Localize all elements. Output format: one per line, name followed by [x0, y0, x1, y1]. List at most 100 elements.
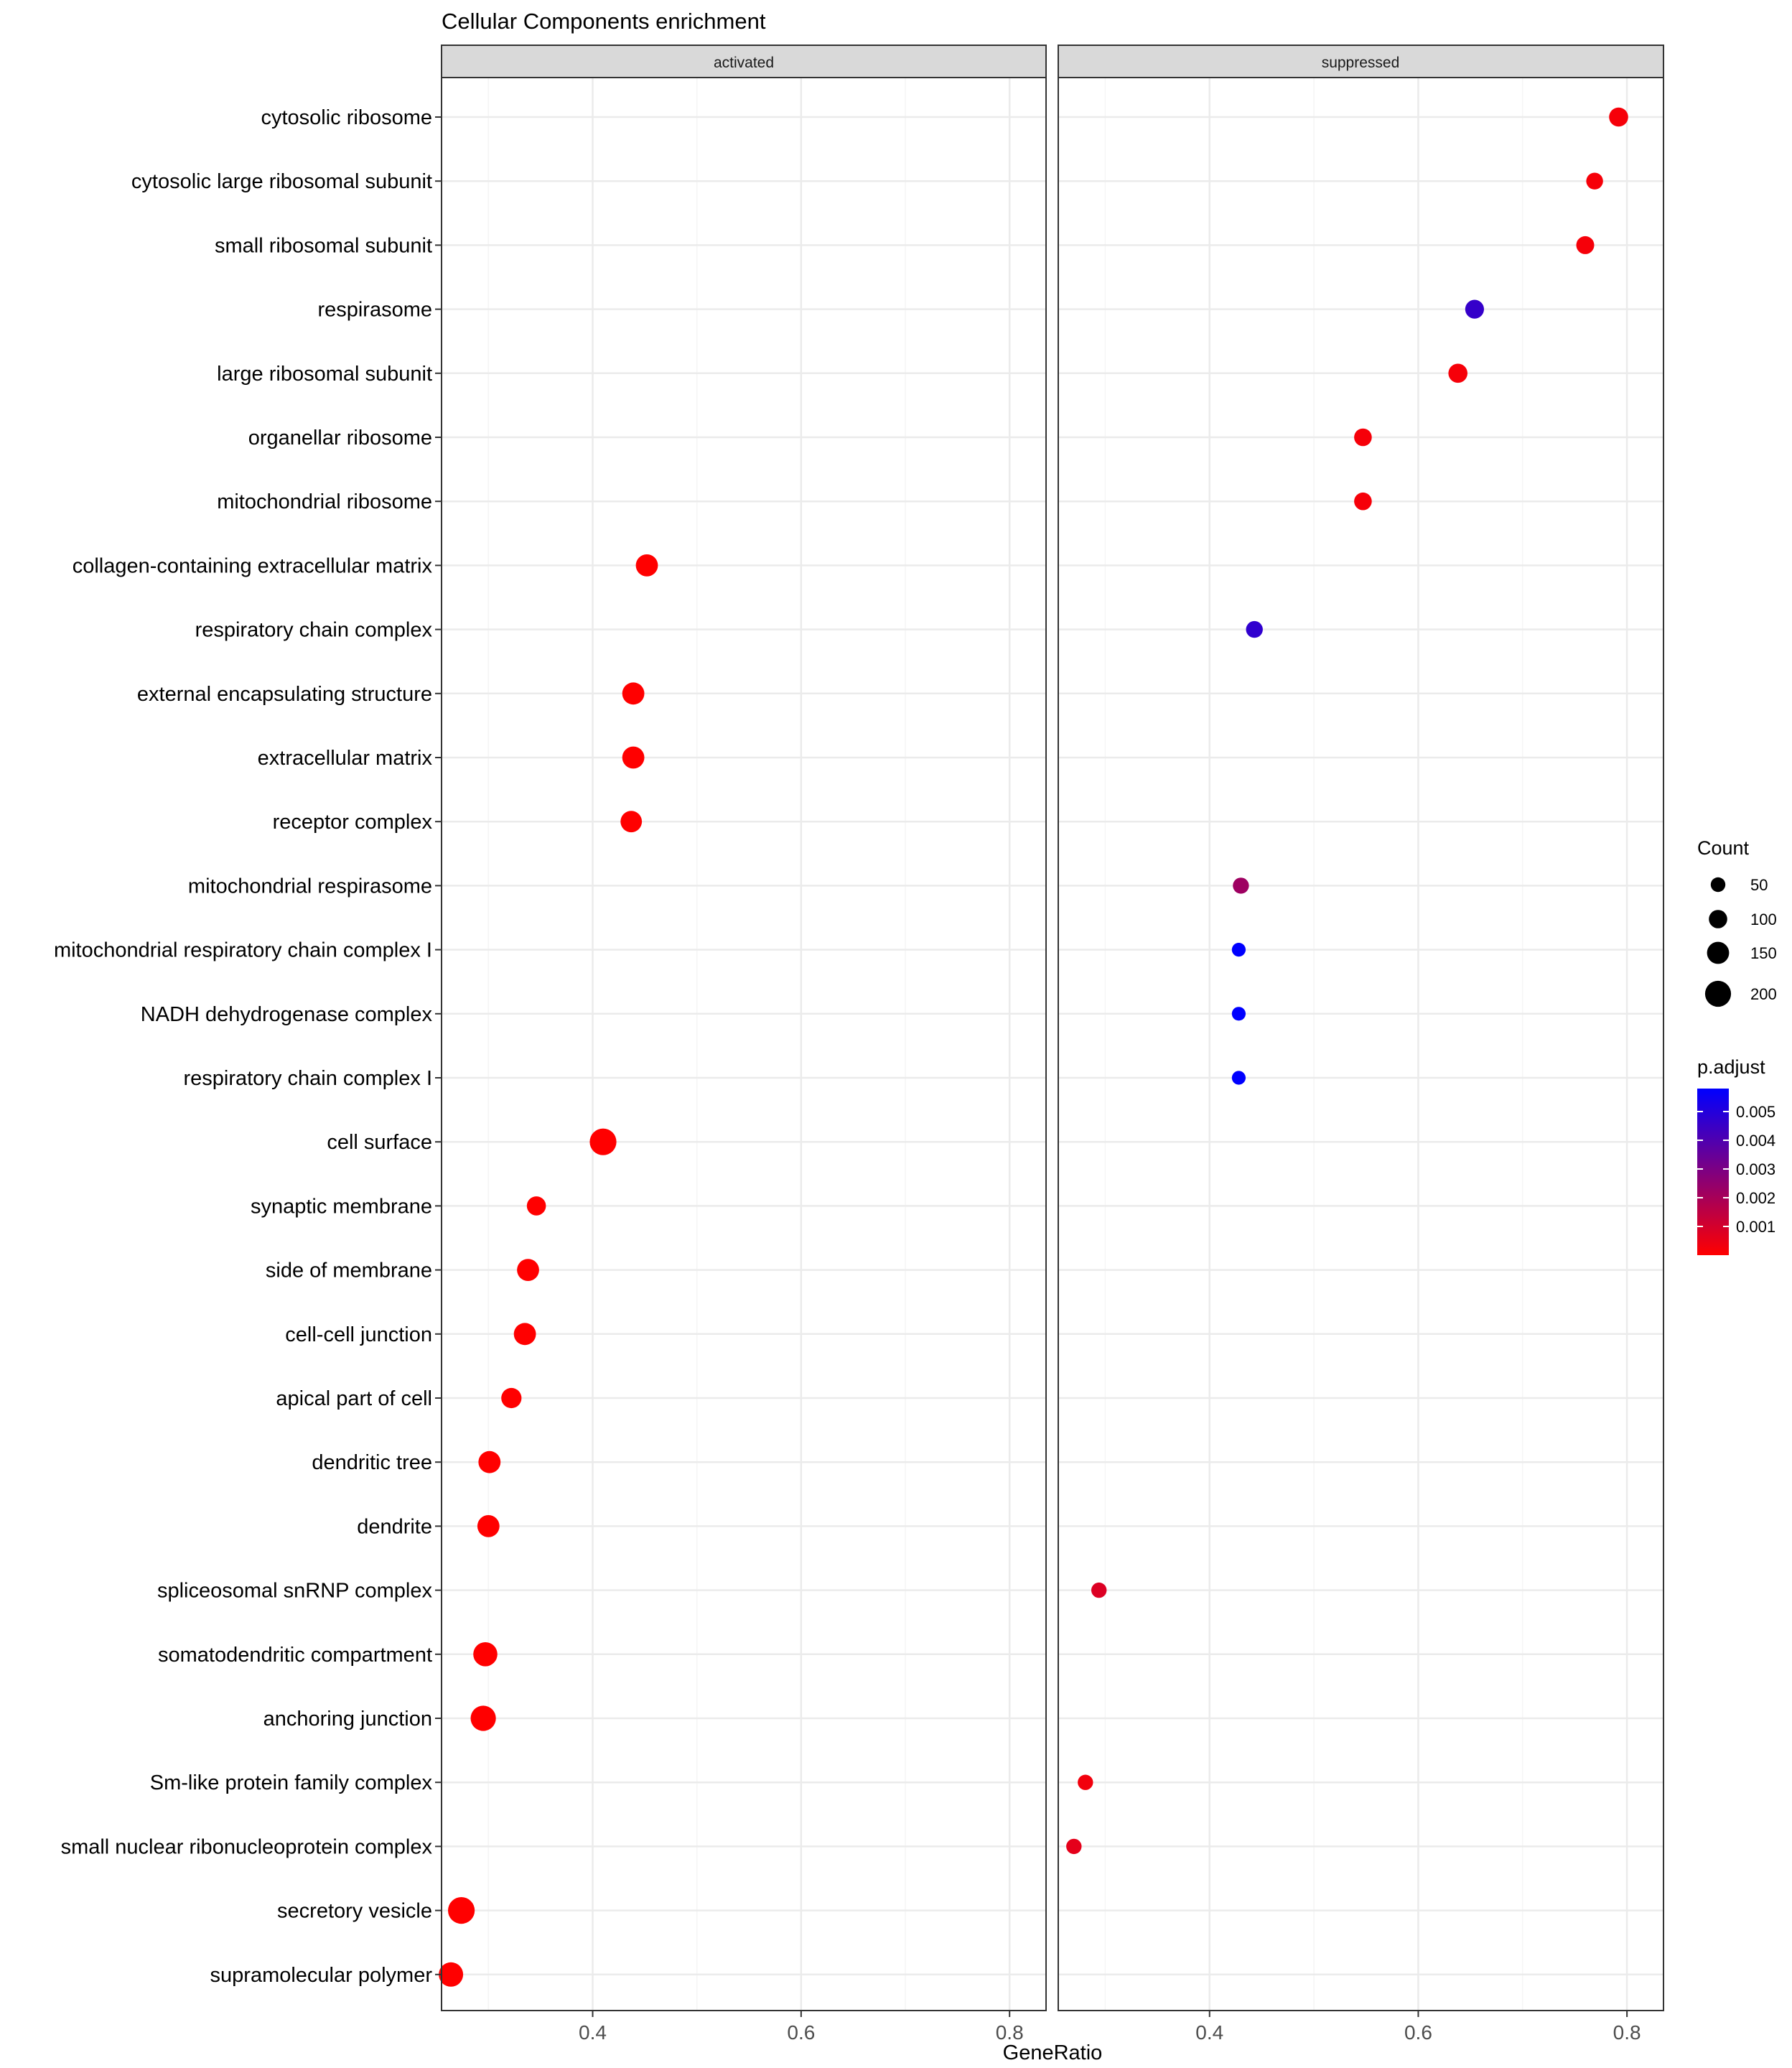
colorbar-label: 0.003: [1736, 1160, 1775, 1178]
y-tick-label: apical part of cell: [276, 1387, 432, 1410]
facet-panel-suppressed: suppressed 0.4 0.6 0.8: [1058, 45, 1664, 2044]
y-tick-label: mitochondrial respiratory chain complex …: [54, 939, 432, 962]
dot-suppressed: [1091, 1582, 1107, 1598]
dot-activated: [517, 1259, 539, 1281]
legend-count-key: [1710, 877, 1726, 893]
y-tick-label: respiratory chain complex: [195, 619, 433, 642]
x-tick-label: 0.6: [787, 2021, 815, 2044]
legend-count-label: 50: [1750, 876, 1768, 894]
legend-count-key: [1709, 910, 1727, 928]
dot-suppressed: [1354, 428, 1372, 447]
dot-activated: [526, 1196, 546, 1216]
dot-suppressed: [1231, 1007, 1246, 1021]
colorbar-label: 0.005: [1736, 1103, 1775, 1121]
points-activated: [439, 554, 658, 1987]
y-axis: cytosolic ribosome cytosolic large riboso…: [54, 106, 442, 1987]
y-tick-label: small nuclear ribonucleoprotein complex: [61, 1835, 433, 1858]
dot-activated: [477, 1515, 500, 1537]
y-tick-label: collagen-containing extracellular matrix: [73, 554, 433, 577]
dot-activated: [635, 554, 658, 577]
legend-count-key: [1704, 980, 1732, 1007]
y-tick-label: mitochondrial respirasome: [188, 875, 432, 898]
facet-strip-activated: [441, 45, 1047, 78]
y-tick-label: Sm-like protein family complex: [150, 1771, 433, 1794]
grid-suppressed: [1058, 78, 1663, 2011]
dot-suppressed: [1066, 1838, 1082, 1855]
dot-suppressed: [1231, 1071, 1246, 1085]
y-tick-label: respiratory chain complex I: [183, 1067, 432, 1090]
legend-count-label: 100: [1750, 910, 1777, 928]
colorbar-label: 0.001: [1736, 1218, 1775, 1236]
legend-count-key: [1707, 941, 1730, 964]
y-tick-label: external encapsulating structure: [137, 683, 432, 706]
y-tick-label: receptor complex: [273, 811, 433, 834]
y-tick-label: side of membrane: [266, 1259, 432, 1282]
y-tick-label: secretory vesicle: [277, 1900, 432, 1923]
legend-count-title: Count: [1697, 837, 1750, 859]
x-tick-label: 0.6: [1404, 2021, 1432, 2044]
y-tick-label: large ribosomal subunit: [217, 363, 432, 386]
chart-title: Cellular Components enrichment: [442, 9, 766, 34]
colorbar-label: 0.002: [1736, 1189, 1775, 1207]
x-tick-label: 0.4: [579, 2021, 607, 2044]
dot-suppressed: [1246, 620, 1263, 638]
dot-suppressed: [1448, 363, 1467, 383]
x-ticks-suppressed: 0.4 0.6 0.8: [1195, 2011, 1641, 2044]
dot-activated: [513, 1323, 536, 1346]
legend-count-label: 200: [1750, 985, 1777, 1003]
legend-p-adjust-title: p.adjust: [1697, 1056, 1765, 1078]
dot-suppressed: [1586, 172, 1603, 190]
x-tick-label: 0.8: [1613, 2021, 1641, 2044]
dot-suppressed: [1576, 236, 1595, 254]
y-tick-label: dendritic tree: [312, 1451, 432, 1474]
y-tick-label: spliceosomal snRNP complex: [157, 1580, 433, 1603]
y-tick-label: supramolecular polymer: [210, 1964, 433, 1987]
y-tick-label: dendrite: [357, 1515, 432, 1538]
dot-activated: [620, 811, 643, 833]
facet-label-activated: activated: [714, 55, 774, 71]
dot-activated: [478, 1450, 501, 1473]
y-tick-label: extracellular matrix: [258, 747, 433, 770]
dot-activated: [622, 682, 645, 705]
dot-suppressed: [1465, 299, 1484, 319]
facet-strip-suppressed: [1058, 45, 1664, 78]
y-tick-label: cytosolic ribosome: [261, 106, 432, 129]
dot-activated: [622, 746, 645, 769]
y-tick-label: anchoring junction: [263, 1708, 432, 1731]
y-tick-label: cell-cell junction: [285, 1323, 432, 1346]
dot-suppressed: [1078, 1774, 1093, 1790]
y-tick-label: cytosolic large ribosomal subunit: [131, 170, 432, 193]
legend-p-adjust: p.adjust 0.005 0.004 0.003 0.002 0.001: [1697, 1056, 1775, 1255]
dot-activated: [439, 1962, 464, 1987]
grid-activated: [442, 78, 1046, 2011]
legend-count: Count 50 100 150 200: [1697, 837, 1777, 1007]
dot-activated: [448, 1897, 475, 1924]
colorbar-label: 0.004: [1736, 1132, 1775, 1150]
facet-label-suppressed: suppressed: [1322, 55, 1400, 71]
dot-suppressed: [1609, 107, 1628, 127]
x-ticks-activated: 0.4 0.6 0.8: [579, 2011, 1024, 2044]
legend-count-label: 150: [1750, 944, 1777, 962]
p-adjust-colorbar: [1697, 1089, 1729, 1255]
dot-suppressed: [1231, 943, 1246, 957]
dot-activated: [470, 1705, 496, 1731]
x-tick-label: 0.4: [1195, 2021, 1223, 2044]
y-tick-label: respirasome: [317, 299, 432, 322]
x-axis-title: GeneRatio: [1003, 2041, 1103, 2064]
dot-suppressed: [1354, 492, 1372, 511]
dot-activated: [501, 1387, 522, 1409]
points-suppressed: [1066, 107, 1628, 1855]
y-tick-label: cell surface: [327, 1131, 432, 1154]
y-tick-label: synaptic membrane: [251, 1195, 432, 1218]
x-tick-label: 0.8: [996, 2021, 1024, 2044]
dot-activated: [473, 1642, 498, 1667]
y-tick-label: organellar ribosome: [248, 427, 432, 450]
facet-panel-activated: activated 0.4 0.6 0.8: [439, 45, 1047, 2044]
y-tick-label: mitochondrial ribosome: [217, 490, 432, 513]
plot-area-suppressed: [1058, 78, 1663, 2011]
y-tick-label: NADH dehydrogenase complex: [141, 1003, 433, 1026]
plot-area-activated: [442, 78, 1046, 2011]
y-tick-label: small ribosomal subunit: [215, 234, 432, 257]
y-tick-label: somatodendritic compartment: [158, 1644, 432, 1667]
